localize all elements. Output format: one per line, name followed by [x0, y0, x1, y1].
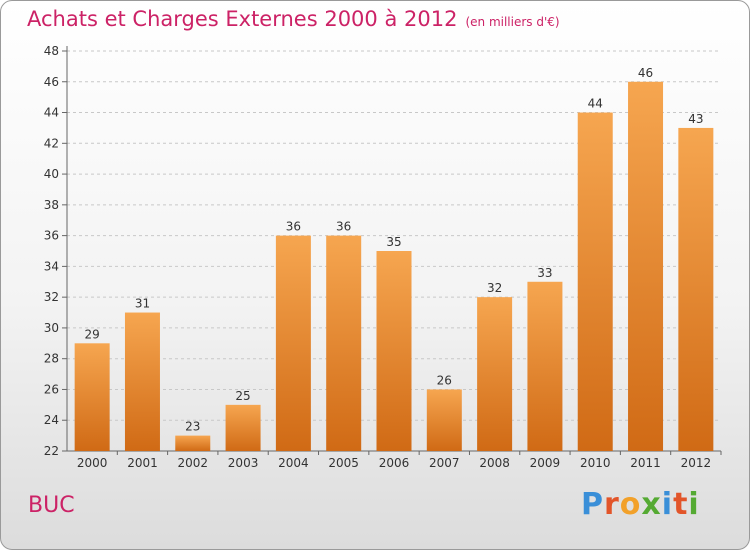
value-label: 46 — [638, 66, 653, 80]
title-text: Achats et Charges Externes 2000 à 2012 — [27, 7, 458, 31]
logo-letter: t — [673, 487, 689, 522]
x-tick-label: 2010 — [580, 456, 611, 470]
value-label: 29 — [85, 327, 100, 341]
bar-2011 — [628, 81, 664, 452]
bar-2008 — [477, 297, 513, 451]
proxiti-logo: Proxiti — [581, 487, 700, 522]
logo-letter: i — [688, 487, 700, 522]
x-tick-label: 2008 — [479, 456, 510, 470]
chart-subtitle: (en milliers d'€) — [465, 15, 560, 29]
value-label: 44 — [588, 97, 603, 111]
y-tick-label: 36 — [44, 229, 59, 243]
logo-letter: r — [604, 487, 620, 522]
bar-2000 — [74, 343, 110, 451]
value-label: 31 — [135, 297, 150, 311]
logo-letter: i — [661, 487, 674, 522]
value-label: 43 — [688, 112, 703, 126]
value-label: 33 — [537, 266, 552, 280]
y-tick-label: 46 — [44, 75, 59, 89]
bar-2005 — [326, 235, 362, 451]
bar-2006 — [376, 251, 412, 451]
value-label: 26 — [437, 373, 452, 387]
bar-2007 — [426, 389, 462, 451]
labels: 22 24 26 28 30 32 34 36 38 40 42 44 46 48 29 2000 31 2001… — [44, 44, 711, 470]
commune-name: BUC — [28, 493, 75, 518]
x-tick-label: 2003 — [228, 456, 259, 470]
value-label: 36 — [336, 220, 351, 234]
x-tick-label: 2007 — [429, 456, 460, 470]
x-tick-label: 2005 — [328, 456, 359, 470]
x-tick-label: 2000 — [77, 456, 108, 470]
bar-2002 — [175, 435, 211, 451]
bar-2010 — [577, 112, 613, 452]
y-tick-label: 42 — [44, 136, 59, 150]
x-tick-label: 2009 — [530, 456, 561, 470]
bar-2003 — [225, 404, 261, 451]
y-tick-label: 48 — [44, 44, 59, 58]
bar-2012 — [678, 127, 714, 451]
y-tick-label: 32 — [44, 290, 59, 304]
bar-2009 — [527, 281, 563, 451]
y-tick-label: 38 — [44, 198, 59, 212]
value-label: 35 — [386, 235, 401, 249]
x-tick-label: 2004 — [278, 456, 309, 470]
x-tick-label: 2002 — [177, 456, 208, 470]
y-tick-label: 28 — [44, 352, 59, 366]
bars — [74, 81, 714, 452]
logo-letter: P — [581, 487, 604, 522]
value-label: 23 — [185, 420, 200, 434]
y-tick-label: 24 — [44, 413, 59, 427]
logo-letter: o — [619, 487, 642, 522]
logo-letter: x — [641, 487, 662, 522]
value-label: 36 — [286, 220, 301, 234]
y-tick-label: 40 — [44, 167, 59, 181]
x-tick-label: 2012 — [681, 456, 712, 470]
y-tick-label: 26 — [44, 382, 59, 396]
bar-2001 — [124, 312, 160, 451]
chart-title: Achats et Charges Externes 2000 à 2012 (e… — [27, 7, 560, 31]
x-tick-label: 2001 — [127, 456, 158, 470]
bar-2004 — [275, 235, 311, 451]
x-tick-label: 2011 — [630, 456, 661, 470]
value-label: 25 — [235, 389, 250, 403]
y-tick-label: 44 — [44, 106, 59, 120]
y-tick-label: 30 — [44, 321, 59, 335]
x-tick-label: 2006 — [379, 456, 410, 470]
y-tick-label: 22 — [44, 444, 59, 458]
value-label: 32 — [487, 281, 502, 295]
y-tick-label: 34 — [44, 259, 59, 273]
